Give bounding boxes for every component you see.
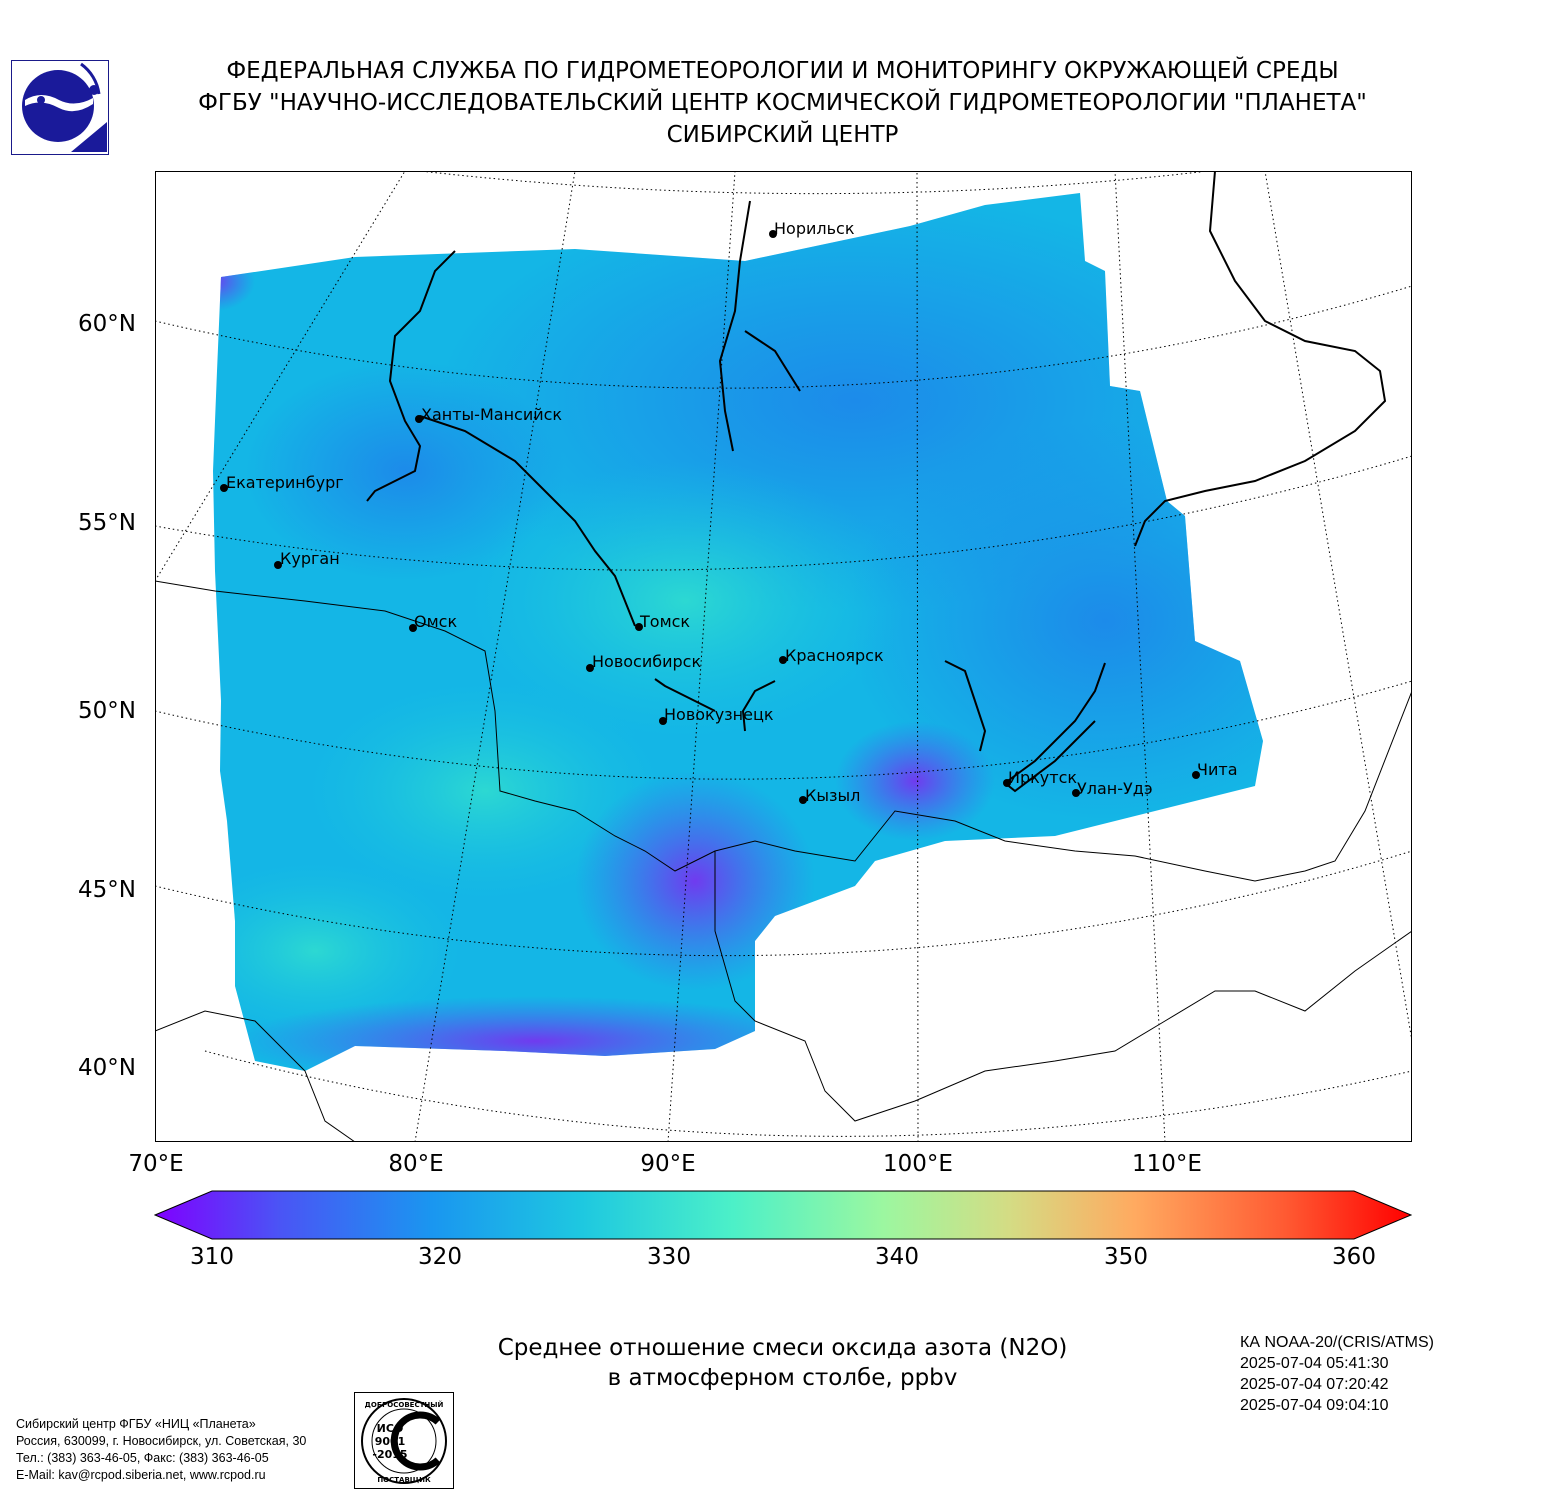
iso-9001-badge: ДОБРОСОВЕСТНЫЙ ИСО 9001 -2015 ПОСТАВЩИК: [354, 1392, 454, 1489]
contacts-address: Россия, 630099, г. Новосибирск, ул. Сове…: [16, 1434, 307, 1448]
header-institute: ФГБУ "НАУЧНО-ИССЛЕДОВАТЕЛЬСКИЙ ЦЕНТР КОС…: [198, 90, 1367, 116]
colorbar-tick-320: 320: [418, 1244, 462, 1270]
city-marker-novokuznetsk: [659, 717, 667, 725]
lon-label-110: 110°E: [1132, 1151, 1202, 1177]
graticule: [155, 171, 1412, 1142]
city-label-krasnoyarsk: Красноярск: [785, 646, 884, 665]
city-label-kyzyl: Кызыл: [805, 786, 861, 805]
lat-label-60: 60°N: [78, 311, 136, 337]
city-marker-yekaterinburg: [220, 484, 228, 492]
city-marker-chita: [1192, 771, 1200, 779]
colorbar-tick-340: 340: [875, 1244, 919, 1270]
n2o-field: [213, 193, 1263, 1071]
city-marker-tomsk: [635, 623, 643, 631]
lon-label-100: 100°E: [883, 1151, 953, 1177]
city-marker-irkutsk: [1003, 779, 1011, 787]
colorbar-tick-310: 310: [190, 1244, 234, 1270]
lat-label-55: 55°N: [78, 510, 136, 536]
lon-label-90: 90°E: [640, 1151, 696, 1177]
caption-units: в атмосферном столбе, ppbv: [607, 1365, 958, 1391]
city-label-kurgan: Курган: [280, 549, 340, 568]
pass-time-2: 2025-07-04 07:20:42: [1240, 1376, 1389, 1393]
contacts-email: E-Mail: kav@rcpod.siberia.net, www.rcpod…: [16, 1468, 266, 1482]
planeta-logo: [11, 60, 109, 155]
city-marker-krasnoyarsk: [779, 656, 787, 664]
lon-label-80: 80°E: [388, 1151, 444, 1177]
city-label-irkutsk: Иркутск: [1008, 768, 1078, 787]
contacts-phone: Тел.: (383) 363-46-05, Факс: (383) 363-4…: [16, 1451, 269, 1465]
city-label-novosibirsk: Новосибирск: [592, 652, 702, 671]
city-marker-kurgan: [274, 561, 282, 569]
city-label-chita: Чита: [1197, 760, 1238, 779]
pass-time-1: 2025-07-04 05:41:30: [1240, 1355, 1389, 1372]
svg-text:ПОСТАВЩИК: ПОСТАВЩИК: [377, 1476, 431, 1484]
colorbar: [154, 1190, 1412, 1240]
lat-label-45: 45°N: [78, 877, 136, 903]
header-agency: ФЕДЕРАЛЬНАЯ СЛУЖБА ПО ГИДРОМЕТЕОРОЛОГИИ …: [226, 58, 1339, 84]
svg-text:-2015: -2015: [372, 1448, 407, 1461]
svg-text:9001: 9001: [375, 1435, 406, 1448]
lat-label-50: 50°N: [78, 698, 136, 724]
lat-label-40: 40°N: [78, 1055, 136, 1081]
city-marker-ulan-ude: [1072, 789, 1080, 797]
borders: [155, 580, 1412, 1142]
colorbar-tick-350: 350: [1104, 1244, 1148, 1270]
city-label-tomsk: Томск: [640, 612, 691, 631]
svg-text:ИСО: ИСО: [377, 1422, 404, 1435]
contacts-org: Сибирский центр ФГБУ «НИЦ «Планета»: [16, 1417, 256, 1431]
city-label-novokuznetsk: Новокузнецк: [664, 705, 774, 724]
colorbar-tick-330: 330: [647, 1244, 691, 1270]
city-marker-khanty-mansiysk: [415, 415, 423, 423]
map-frame: [155, 171, 1412, 1142]
satellite-name: КА NOAA-20/(CRIS/ATMS): [1240, 1334, 1434, 1351]
city-label-omsk: Омск: [414, 612, 458, 631]
city-marker-norilsk: [769, 230, 777, 238]
city-label-khanty-mansiysk: Ханты-Мансийск: [421, 405, 563, 424]
city-marker-novosibirsk: [586, 664, 594, 672]
city-marker-kyzyl: [799, 796, 807, 804]
lon-label-70: 70°E: [128, 1151, 184, 1177]
caption-title: Среднее отношение смеси оксида азота (N2…: [497, 1335, 1068, 1361]
header-center: СИБИРСКИЙ ЦЕНТР: [666, 122, 899, 148]
pass-time-3: 2025-07-04 09:04:10: [1240, 1397, 1389, 1414]
city-label-yekaterinburg: Екатеринбург: [226, 473, 344, 492]
n2o-map: [155, 171, 1412, 1142]
rivers: [366, 171, 1387, 793]
city-label-norilsk: Норильск: [774, 219, 855, 238]
colorbar-tick-360: 360: [1332, 1244, 1376, 1270]
city-label-ulan-ude: Улан-Удэ: [1077, 779, 1153, 798]
city-markers: [220, 230, 1200, 804]
city-marker-omsk: [409, 624, 417, 632]
svg-text:ДОБРОСОВЕСТНЫЙ: ДОБРОСОВЕСТНЫЙ: [365, 1400, 444, 1409]
